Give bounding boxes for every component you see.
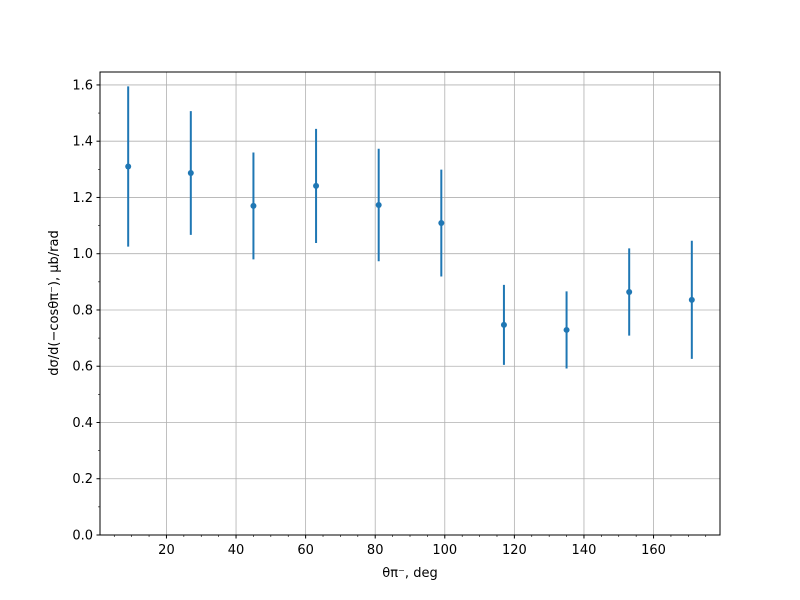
data-point xyxy=(688,296,695,303)
ticks: 20 40 60 80 100 120 140 160 0.0 0.2 0.4 0.6 0.8 1.0 1.… xyxy=(72,78,707,558)
x-tick-label: 100 xyxy=(432,543,457,558)
x-tick-label: 20 xyxy=(158,543,175,558)
y-tick-label: 1.6 xyxy=(72,78,93,93)
y-tick-label: 0.6 xyxy=(72,360,93,375)
data-point xyxy=(313,182,320,189)
x-axis-label: θπ⁻, deg xyxy=(382,566,437,581)
plot-frame xyxy=(99,71,721,536)
y-tick-label: 0.4 xyxy=(72,416,93,431)
y-tick-label: 0.0 xyxy=(72,529,93,544)
data-point xyxy=(438,220,445,227)
x-tick-label: 40 xyxy=(228,543,245,558)
x-tick-label: 60 xyxy=(297,543,314,558)
data-point xyxy=(375,202,382,209)
y-axis-label: dσ/d(−cosθπ⁻), μb/rad xyxy=(47,230,62,375)
y-tick-label: 1.0 xyxy=(72,247,93,262)
data-point xyxy=(626,288,633,295)
y-tick-label: 0.8 xyxy=(72,303,93,318)
x-tick-label: 120 xyxy=(502,543,527,558)
data-points xyxy=(125,86,695,369)
data-point xyxy=(187,169,194,176)
y-tick-label: 0.2 xyxy=(72,472,93,487)
data-point xyxy=(125,163,132,170)
x-tick-label: 140 xyxy=(572,543,597,558)
grid xyxy=(100,72,720,536)
data-point xyxy=(563,326,570,333)
x-tick-label: 160 xyxy=(641,543,666,558)
data-point xyxy=(250,202,257,209)
x-tick-label: 80 xyxy=(367,543,384,558)
data-point xyxy=(500,321,507,328)
y-tick-label: 1.2 xyxy=(72,191,93,206)
y-tick-label: 1.4 xyxy=(72,135,93,150)
